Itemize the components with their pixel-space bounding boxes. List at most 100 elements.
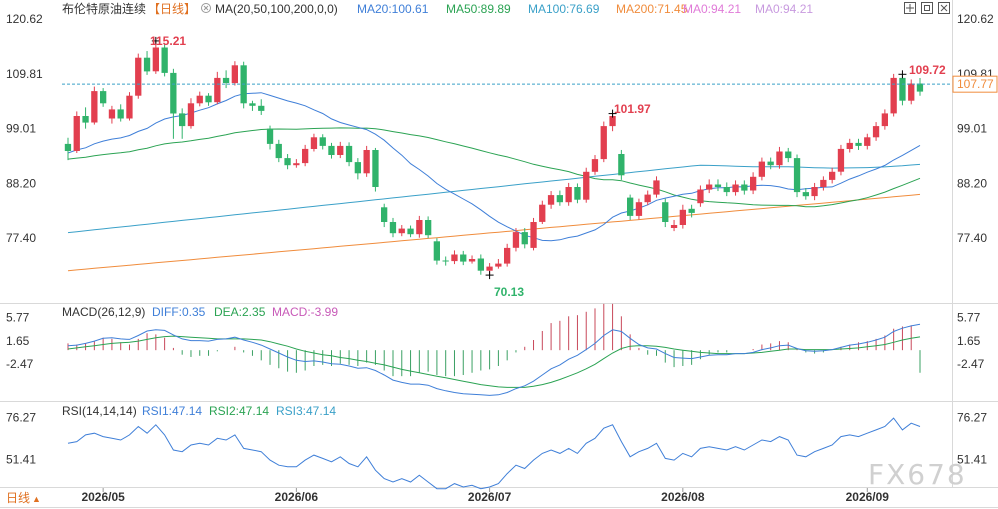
candle-body-51 xyxy=(512,232,520,248)
candle-body-70 xyxy=(679,209,686,225)
candle-83 xyxy=(793,154,801,198)
clear-icon[interactable] xyxy=(201,3,211,13)
candle-body-23 xyxy=(266,128,274,144)
candle-80 xyxy=(767,157,774,170)
candle-64 xyxy=(627,194,634,220)
candle-body-1 xyxy=(73,116,80,151)
candle-18 xyxy=(222,70,230,89)
candle-19 xyxy=(231,61,238,86)
period-dropdown-icon[interactable]: ▲ xyxy=(32,494,41,504)
candle-94 xyxy=(890,73,897,117)
candle-6 xyxy=(117,104,124,122)
candle-body-80 xyxy=(767,161,774,166)
candle-body-96 xyxy=(908,83,915,101)
candle-28 xyxy=(310,133,318,152)
price-tick-right-0: 120.62 xyxy=(957,12,994,26)
candle-body-54 xyxy=(539,204,546,222)
candle-14 xyxy=(187,98,195,129)
macd-tick-left-2: -2.47 xyxy=(6,357,34,371)
candle-84 xyxy=(802,188,809,200)
candle-body-6 xyxy=(117,109,124,119)
candle-body-93 xyxy=(881,113,888,127)
candle-body-58 xyxy=(574,187,581,200)
candle-body-27 xyxy=(302,148,309,164)
candle-body-57 xyxy=(565,187,572,203)
candle-body-48 xyxy=(486,266,493,271)
candle-body-79 xyxy=(758,161,765,177)
candle-79 xyxy=(758,157,765,181)
candle-body-36 xyxy=(381,207,388,222)
candle-body-31 xyxy=(337,145,344,155)
ma100-line xyxy=(67,163,921,234)
rsi-tick-left-0: 76.27 xyxy=(6,411,36,425)
ma20-line xyxy=(67,92,921,242)
candle-7 xyxy=(126,92,133,121)
candle-body-3 xyxy=(91,91,98,123)
candle-body-2 xyxy=(82,116,89,123)
candle-body-66 xyxy=(644,194,651,203)
candle-0 xyxy=(64,137,72,161)
macd-diff: DIFF:0.35 xyxy=(152,305,206,319)
macd-tick-left-1: 1.65 xyxy=(6,334,30,348)
period-button[interactable]: 日线 ▲ xyxy=(6,491,41,505)
candle-body-45 xyxy=(460,254,467,262)
candle-body-72 xyxy=(697,189,704,204)
candle-body-13 xyxy=(179,113,186,127)
candle-78 xyxy=(750,172,757,195)
candle-body-21 xyxy=(249,103,256,106)
settings-icon[interactable] xyxy=(904,2,916,14)
candle-51 xyxy=(512,228,520,252)
candle-8 xyxy=(135,53,142,99)
candle-56 xyxy=(556,190,563,206)
candle-45 xyxy=(460,250,467,266)
rsi-legend: RSI(14,14,14) RSI1:47.14 RSI2:47.14 RSI3… xyxy=(62,404,336,418)
candle-87 xyxy=(829,167,836,184)
rsi-tick-right-0: 76.27 xyxy=(957,411,987,425)
rsi2-value: RSI2:47.14 xyxy=(209,404,269,418)
candle-60 xyxy=(591,155,599,175)
candle-body-85 xyxy=(811,187,818,197)
period-label[interactable]: 【日线】 xyxy=(148,2,196,16)
x-tick-label-0: 2026/05 xyxy=(81,490,125,504)
candle-body-82 xyxy=(785,151,792,159)
candle-73 xyxy=(706,179,713,194)
candle-38 xyxy=(398,225,405,237)
candle-body-38 xyxy=(398,228,405,234)
annotation-high-2: 101.97 xyxy=(614,102,651,116)
close-icon[interactable] xyxy=(938,2,950,14)
candle-body-67 xyxy=(653,180,660,195)
candle-body-30 xyxy=(328,145,335,155)
candle-body-91 xyxy=(864,137,871,146)
macd-diff-line xyxy=(67,323,921,396)
ma50-line xyxy=(67,127,921,208)
restore-icon[interactable] xyxy=(921,2,933,14)
candle-body-76 xyxy=(732,184,739,193)
period-button-label[interactable]: 日线 xyxy=(6,491,30,505)
price-legend: 布伦特原油连续 【日线】 MA(20,50,100,200,0,0) MA20:… xyxy=(62,1,813,16)
macd-tick-right-0: 5.77 xyxy=(957,311,981,325)
candle-57 xyxy=(565,182,572,206)
candle-67 xyxy=(653,176,660,198)
candle-body-22 xyxy=(258,105,265,111)
candle-body-46 xyxy=(468,259,476,262)
rsi-tick-left-1: 51.41 xyxy=(6,452,36,466)
candle-body-29 xyxy=(319,137,326,146)
candle-97 xyxy=(916,77,924,96)
candle-body-92 xyxy=(872,126,880,138)
candle-39 xyxy=(407,225,414,238)
candle-body-14 xyxy=(187,103,195,127)
candle-body-24 xyxy=(275,143,282,159)
candle-53 xyxy=(530,217,537,251)
price-tick-left-2: 99.01 xyxy=(6,122,36,136)
candle-body-49 xyxy=(495,263,502,267)
candle-93 xyxy=(881,109,888,130)
candle-body-8 xyxy=(135,57,142,96)
candle-5 xyxy=(108,105,116,124)
ma6-value: MA0:94.21 xyxy=(755,2,813,16)
candle-10 xyxy=(152,40,159,74)
candle-34 xyxy=(363,145,370,177)
candle-body-40 xyxy=(416,220,423,235)
ma-params: MA(20,50,100,200,0,0) xyxy=(215,2,338,16)
